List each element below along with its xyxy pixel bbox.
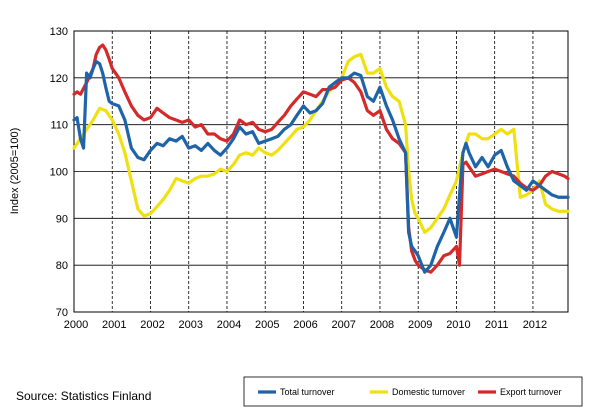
legend-box [243,376,583,407]
x-tick-label: 2008 [370,319,394,331]
x-tick-label: 2012 [523,319,547,331]
series-line-domestic-turnover [72,52,570,234]
x-tick-label: 2002 [140,319,164,331]
y-tick-label: 80 [56,260,68,272]
x-tick-label: 2007 [331,319,355,331]
y-axis-label: Index (2005=100) [9,128,21,215]
x-tick-label: 2010 [446,319,470,331]
legend-label: Domestic turnover [392,387,465,397]
x-tick-label: 2003 [178,319,202,331]
y-axis-tick-labels: 70 80 90 100 110 120 130 [50,26,68,319]
legend-label: Total turnover [280,387,335,397]
x-tick-label: 2000 [64,319,88,331]
y-tick-label: 110 [50,120,68,132]
x-tick-label: 2005 [255,319,279,331]
y-tick-label: 90 [56,213,68,225]
series-lines [72,43,570,274]
x-axis-tick-labels: 2000 2001 2002 2003 2004 2005 2006 2007 2008 2009… [64,319,547,331]
y-tick-label: 70 [56,307,68,319]
legend-label: Export turnover [500,387,562,397]
legend: Total turnover Domestic turnover Export tu… [243,376,583,407]
source-note: Source: Statistics Finland [16,389,151,403]
x-tick-label: 2001 [102,319,126,331]
series-line-total-turnover [72,59,570,274]
x-tick-label: 2004 [217,319,241,331]
series-line-export-turnover [72,43,570,274]
x-tick-label: 2006 [293,319,317,331]
x-tick-label: 2011 [485,319,509,331]
y-tick-label: 120 [50,73,68,85]
y-tick-label: 130 [50,26,68,38]
x-tick-label: 2009 [408,319,432,331]
y-tick-label: 100 [50,167,68,179]
